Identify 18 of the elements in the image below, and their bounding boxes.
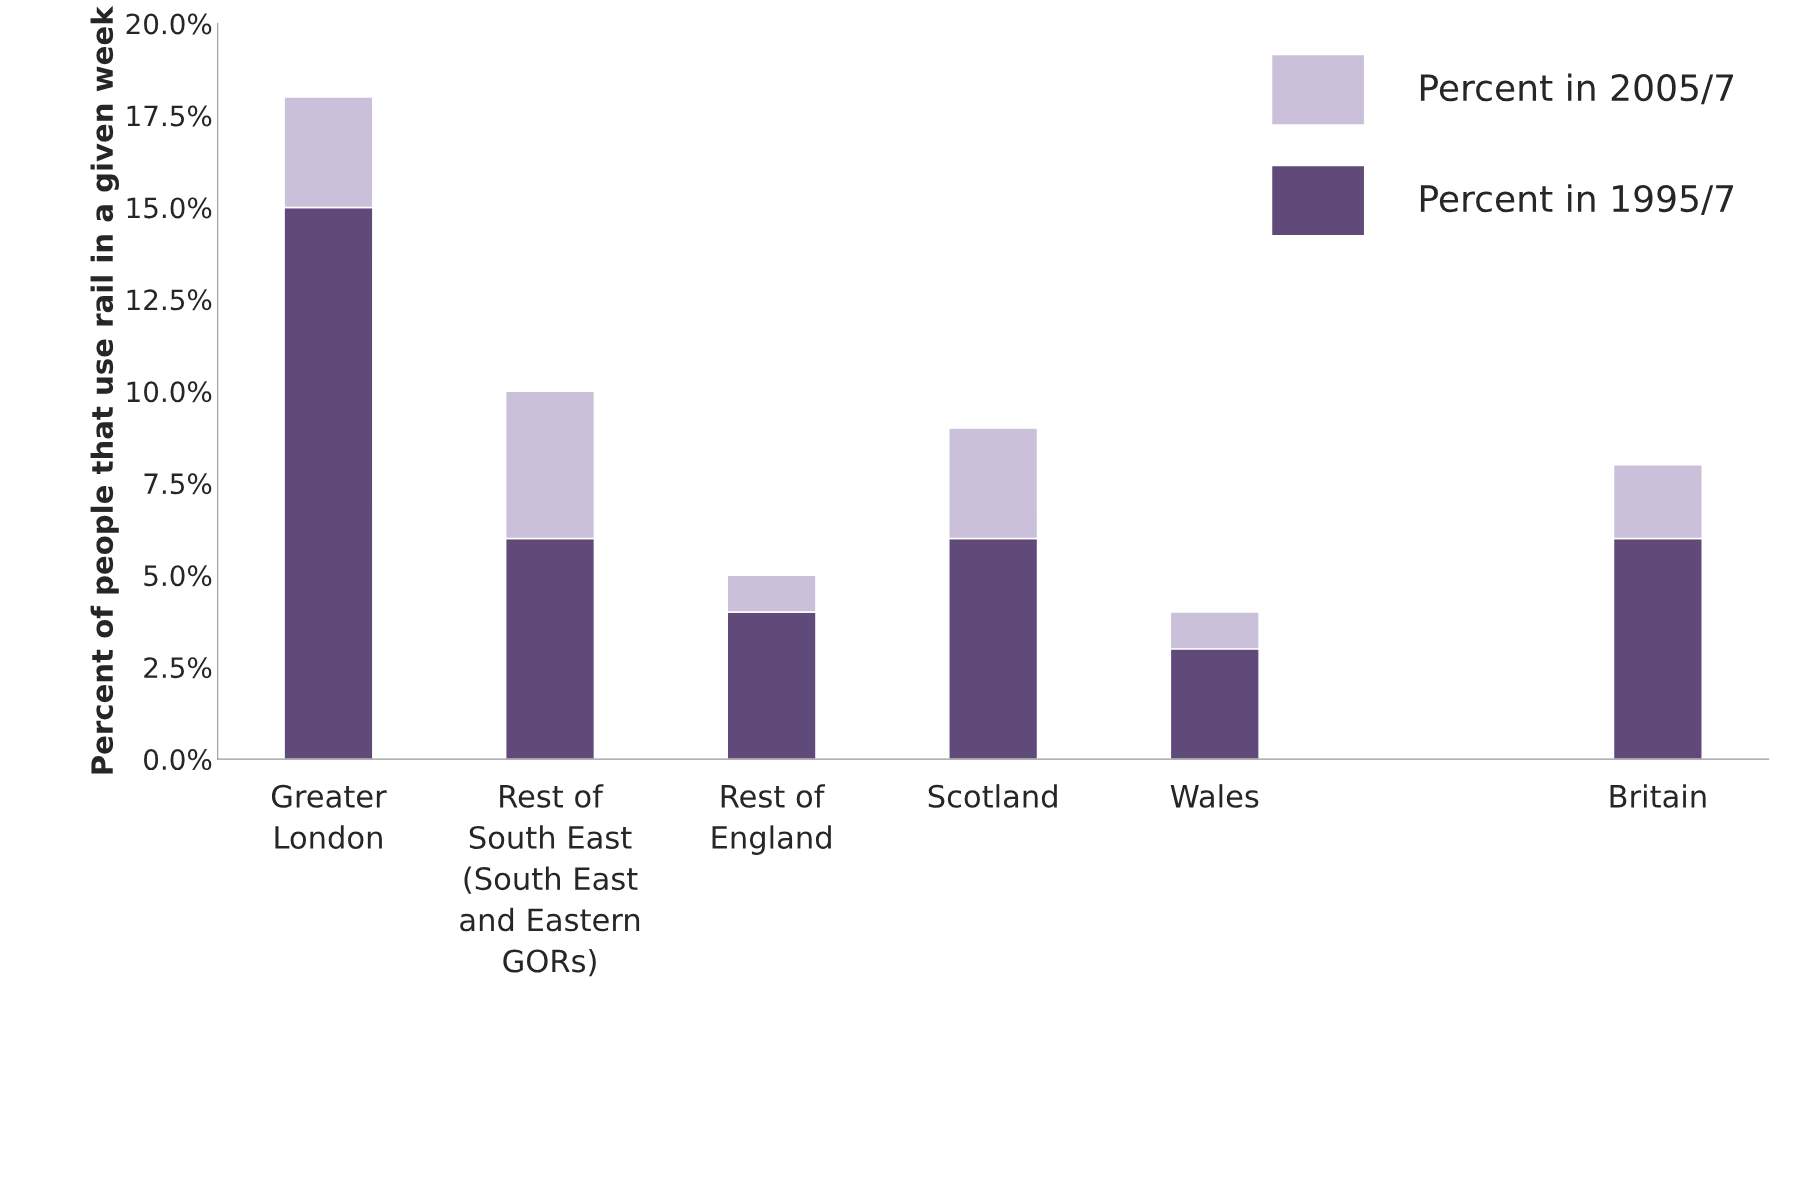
x-tick-label: Britain [1610, 784, 1706, 808]
y-tick-label: 5.0% [144, 565, 212, 587]
legend-label: Percent in 1995/7 [1420, 184, 1734, 216]
y-tick-label: 10.0% [127, 381, 212, 403]
y-tick-label: 20.0% [126, 13, 212, 35]
y-tick-label: 17.5% [127, 105, 212, 127]
y-axis-title: Percent of people that use rail in a given week [90, 5, 120, 774]
legend-label: Percent in 2005/7 [1420, 73, 1734, 105]
x-tick-label: Scotland [928, 784, 1057, 808]
y-tick-label: 12.5% [127, 289, 212, 311]
x-tick-label: Wales [1170, 784, 1259, 808]
y-tick-label: 2.5% [144, 657, 212, 679]
y-tick-label: 0.0% [144, 749, 212, 771]
y-tick-label: 7.5% [144, 473, 212, 495]
y-tick-label: 15.0% [127, 197, 212, 219]
x-tick-label: Rest of England [712, 784, 831, 855]
x-tick-label: Greater London [271, 784, 387, 849]
x-tick-label: Rest of South East (South East and Eastern GORs) [460, 784, 640, 977]
